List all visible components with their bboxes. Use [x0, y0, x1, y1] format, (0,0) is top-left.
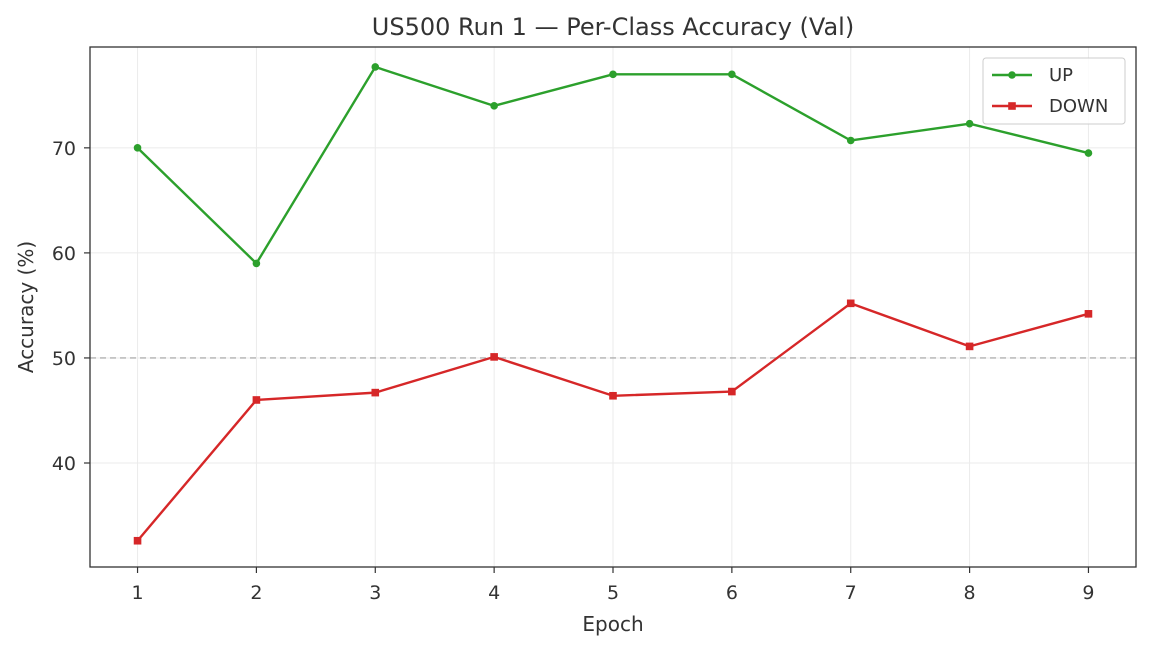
legend-label-up: UP — [1049, 65, 1073, 86]
data-point-down — [133, 536, 142, 545]
x-tick-label: 9 — [1082, 582, 1094, 604]
data-point-down — [371, 388, 380, 397]
data-point-down — [252, 396, 261, 404]
ticks: 1 2 3 4 5 6 7 8 9 40 50 60 70 — [52, 138, 1095, 604]
data-point-down — [728, 387, 736, 396]
data-point-up — [609, 70, 617, 79]
y-tick-label: 40 — [52, 453, 76, 475]
x-tick-label: 8 — [964, 582, 976, 604]
data-point-down — [965, 342, 974, 351]
x-tick-label: 6 — [726, 582, 738, 604]
y-tick-label: 70 — [52, 138, 76, 160]
x-tick-label: 7 — [845, 582, 857, 604]
data-point-up — [1084, 149, 1093, 157]
legend-marker-down — [1008, 102, 1016, 110]
series-layer — [133, 63, 1093, 545]
y-tick-label: 50 — [52, 348, 76, 370]
data-point-up — [846, 136, 855, 145]
data-point-up — [371, 63, 380, 71]
x-tick-label: 1 — [131, 582, 143, 604]
x-tick-label: 4 — [488, 582, 500, 604]
data-point-up — [252, 259, 261, 268]
y-axis-label: Accuracy (%) — [14, 241, 38, 373]
x-axis-label: Epoch — [582, 612, 643, 636]
data-point-up — [728, 70, 736, 79]
data-point-up — [490, 102, 498, 110]
data-point-up — [133, 144, 142, 152]
data-point-down — [609, 391, 617, 400]
legend-label-down: DOWN — [1049, 96, 1108, 117]
x-tick-label: 2 — [250, 582, 262, 604]
data-point-down — [490, 353, 498, 361]
x-tick-label: 5 — [607, 582, 619, 604]
data-point-down — [846, 299, 855, 308]
x-tick-label: 3 — [369, 582, 381, 604]
legend-marker-up — [1008, 71, 1016, 79]
data-point-down — [1084, 310, 1093, 318]
legend: UP DOWN — [982, 57, 1126, 125]
chart-title: US500 Run 1 — Per-Class Accuracy (Val) — [372, 13, 854, 41]
data-point-up — [965, 119, 974, 128]
y-tick-label: 60 — [52, 243, 76, 265]
